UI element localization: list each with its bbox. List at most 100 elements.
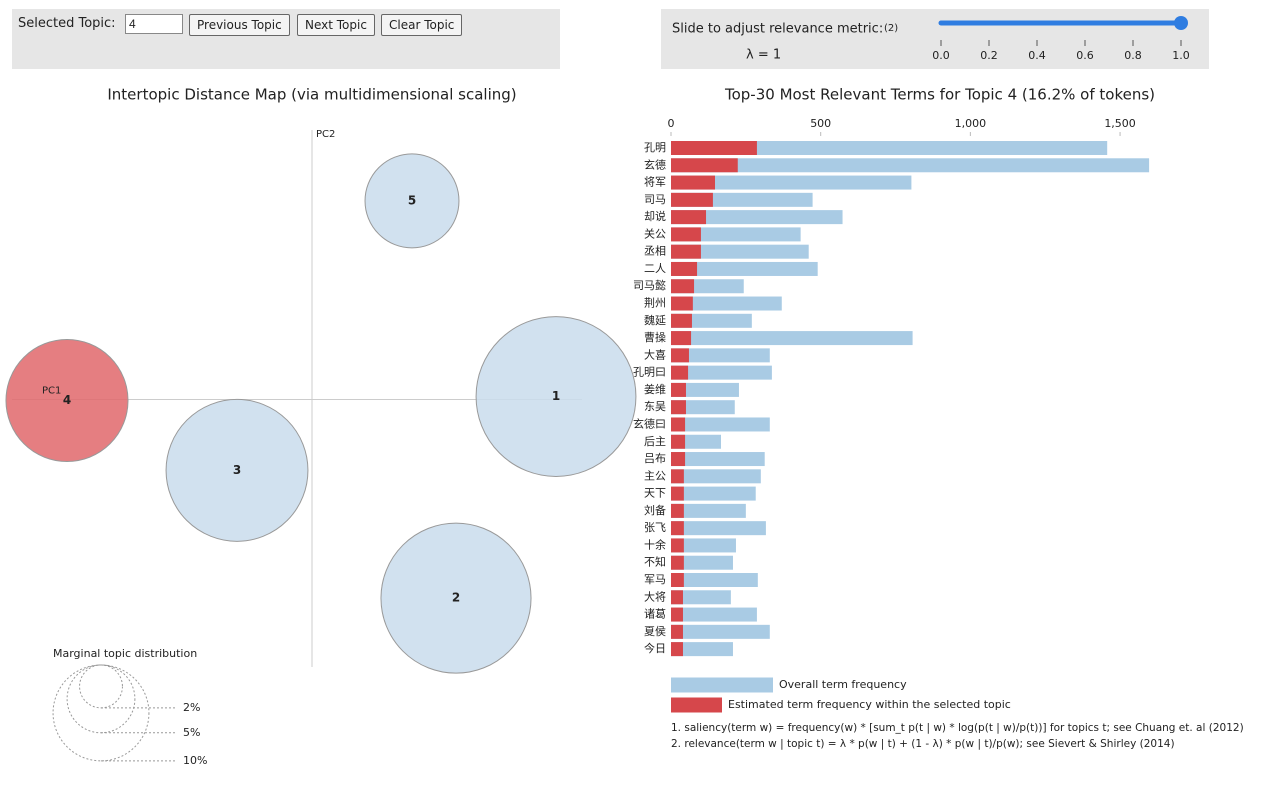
bar[interactable] <box>671 365 772 380</box>
size-legend-circle <box>79 664 123 709</box>
bar[interactable] <box>671 244 701 259</box>
term-label: 曹操 <box>644 330 666 344</box>
bar[interactable] <box>671 261 818 276</box>
term-label: 大喜 <box>644 347 666 361</box>
bar[interactable] <box>671 452 765 467</box>
legend-swatch <box>671 677 773 693</box>
topic-bubble[interactable] <box>475 316 637 477</box>
size-legend-label: 10% <box>183 754 207 767</box>
term-label: 将军 <box>644 176 666 189</box>
bar[interactable] <box>671 434 686 449</box>
bar[interactable] <box>671 296 693 311</box>
bar[interactable] <box>671 573 684 587</box>
term-label: 玄德曰 <box>633 416 666 430</box>
size-legend-label: 5% <box>183 726 200 739</box>
footnote: 1. saliency(term w) = frequency(w) * [su… <box>671 722 1244 734</box>
term-label: 丞相 <box>644 245 666 258</box>
bar[interactable] <box>671 607 757 622</box>
bar[interactable] <box>671 503 746 518</box>
bar[interactable] <box>671 210 843 225</box>
next-topic-button[interactable]: Next Topic <box>297 14 375 36</box>
bar[interactable] <box>671 452 686 467</box>
term-label: 后主 <box>644 435 666 448</box>
term-label: 荆州 <box>644 297 666 310</box>
bar[interactable] <box>671 158 738 173</box>
bar[interactable] <box>671 642 733 657</box>
bar[interactable] <box>671 261 698 276</box>
bar[interactable] <box>671 158 1150 173</box>
footnote: 2. relevance(term w | topic t) = λ * p(w… <box>671 738 1175 750</box>
size-legend-label: 2% <box>183 701 200 714</box>
bar[interactable] <box>671 382 739 397</box>
term-label: 却说 <box>644 209 666 223</box>
bar[interactable] <box>671 538 684 553</box>
bar[interactable] <box>671 486 756 501</box>
bar-title: Top-30 Most Relevant Terms for Topic 4 (… <box>724 86 1155 104</box>
topic-label: 3 <box>233 463 241 477</box>
bar[interactable] <box>671 486 684 501</box>
bar[interactable] <box>671 400 686 415</box>
pc1-label: PC1 <box>42 386 61 397</box>
bar[interactable] <box>671 400 735 415</box>
topic-label: 2 <box>452 591 460 605</box>
slider-note: (2) <box>884 23 898 34</box>
term-label: 魏延 <box>644 313 666 327</box>
bar[interactable] <box>671 469 684 484</box>
topic-input[interactable] <box>125 14 183 34</box>
slider-tick-label: 0.8 <box>1124 49 1142 62</box>
bar[interactable] <box>671 227 701 242</box>
bar[interactable] <box>671 573 758 587</box>
previous-topic-button[interactable]: Previous Topic <box>189 14 290 36</box>
selected-topic-label: Selected Topic: <box>18 16 116 31</box>
term-label: 军马 <box>644 573 666 586</box>
bar[interactable] <box>671 624 770 639</box>
bar[interactable] <box>671 141 1108 155</box>
bar[interactable] <box>671 348 770 363</box>
bar[interactable] <box>671 331 692 346</box>
bar[interactable] <box>671 469 761 484</box>
bar[interactable] <box>671 624 683 639</box>
bar[interactable] <box>671 141 757 155</box>
bar[interactable] <box>671 365 689 380</box>
bar[interactable] <box>671 192 713 207</box>
bar[interactable] <box>671 175 716 190</box>
bar[interactable] <box>671 642 683 657</box>
term-label: 孔明 <box>644 141 666 154</box>
topic-bubble[interactable] <box>380 522 532 674</box>
term-label: 十余 <box>644 537 666 551</box>
topic-bubble[interactable] <box>364 153 460 249</box>
term-label: 诸葛 <box>644 608 666 621</box>
bar[interactable] <box>671 348 689 363</box>
bar[interactable] <box>671 279 695 294</box>
legend-label: Estimated term frequency within the sele… <box>728 698 1011 711</box>
bar[interactable] <box>671 417 686 432</box>
bar[interactable] <box>671 331 913 346</box>
bar[interactable] <box>671 590 683 605</box>
bar[interactable] <box>671 175 912 190</box>
bar[interactable] <box>671 555 733 570</box>
clear-topic-button[interactable]: Clear Topic <box>381 14 463 36</box>
topic-bubble[interactable] <box>5 338 129 463</box>
bar[interactable] <box>671 590 731 605</box>
bar[interactable] <box>671 503 684 518</box>
scatter-title: Intertopic Distance Map (via multidimens… <box>107 86 516 104</box>
topic-bubble[interactable] <box>165 398 309 542</box>
bar[interactable] <box>671 296 782 311</box>
bar[interactable] <box>671 538 736 553</box>
slider-tick-label: 0.4 <box>1028 49 1046 62</box>
bar[interactable] <box>671 417 770 432</box>
bar[interactable] <box>671 210 707 225</box>
bar[interactable] <box>671 244 809 259</box>
bar[interactable] <box>671 607 683 622</box>
bar[interactable] <box>671 521 766 536</box>
slider-handle[interactable] <box>1174 16 1188 30</box>
topic-label: 4 <box>63 393 71 407</box>
slider-label: Slide to adjust relevance metric: <box>672 22 883 37</box>
bar[interactable] <box>671 313 692 328</box>
bar[interactable] <box>671 521 684 536</box>
term-label: 二人 <box>644 262 666 275</box>
bar[interactable] <box>671 555 684 570</box>
bar[interactable] <box>671 382 686 397</box>
bar[interactable] <box>671 227 801 242</box>
term-label: 吕布 <box>644 452 666 465</box>
